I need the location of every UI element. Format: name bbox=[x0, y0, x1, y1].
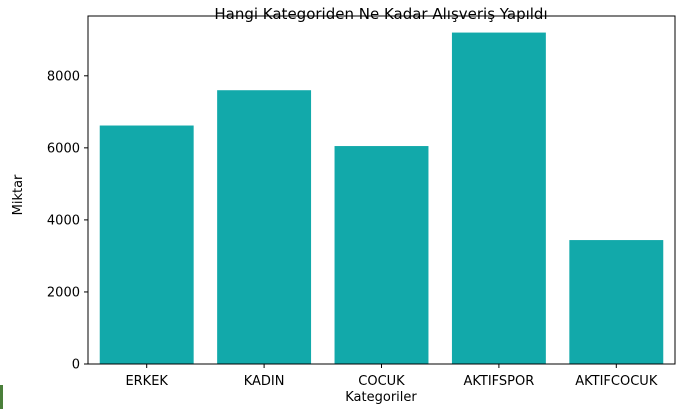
bar-kadin bbox=[217, 90, 312, 365]
y-tick-label: 6000 bbox=[47, 141, 80, 156]
bar-erkek bbox=[99, 125, 194, 365]
x-tick-label: ERKEK bbox=[125, 374, 168, 389]
y-tick-label: 2000 bbox=[47, 285, 80, 300]
x-axis-ticks: ERKEK KADIN COCUK AKTIFSPOR AKTIFCOCUK bbox=[125, 364, 658, 389]
bar-cocuk bbox=[334, 146, 429, 364]
x-axis-label: Kategoriler bbox=[345, 390, 417, 405]
bar-aktifspor bbox=[451, 32, 546, 364]
chart-title: Hangi Kategoriden Ne Kadar Alışveriş Yap… bbox=[214, 5, 547, 23]
x-tick-label: KADIN bbox=[244, 374, 285, 389]
x-tick-label: COCUK bbox=[358, 374, 405, 389]
y-tick-label: 4000 bbox=[47, 213, 80, 228]
y-tick-label: 8000 bbox=[47, 69, 80, 84]
x-tick-label: AKTIFSPOR bbox=[464, 374, 535, 389]
y-axis-label: Miktar bbox=[11, 174, 26, 215]
bar-aktifcocuk bbox=[569, 240, 664, 364]
bars-group bbox=[99, 32, 664, 365]
y-axis-ticks: 0 2000 4000 6000 8000 bbox=[47, 69, 88, 373]
x-tick-label: AKTIFCOCUK bbox=[575, 374, 658, 389]
edge-accent bbox=[0, 385, 3, 409]
y-tick-label: 0 bbox=[72, 358, 80, 373]
